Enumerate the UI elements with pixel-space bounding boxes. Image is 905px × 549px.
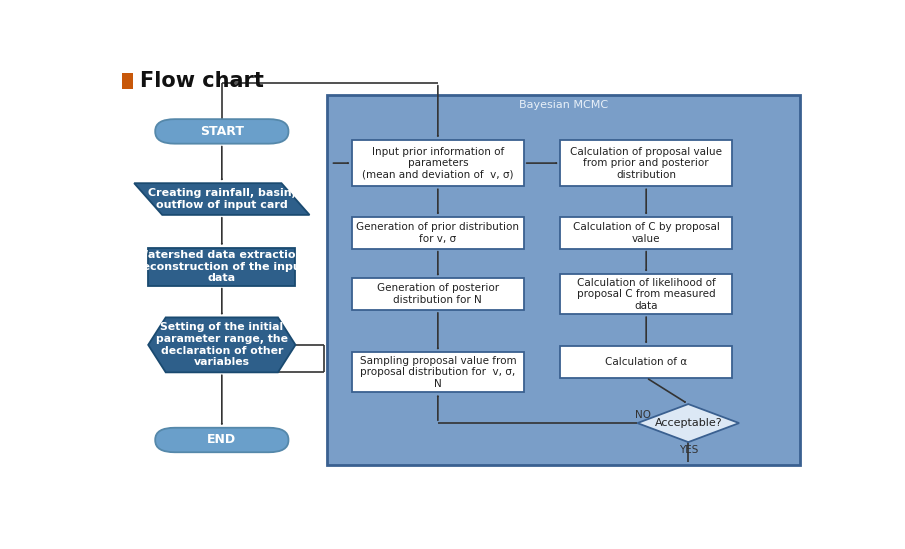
Bar	[352, 352, 524, 393]
Text: Flow chart: Flow chart	[139, 71, 263, 91]
Text: Bayesian MCMC: Bayesian MCMC	[519, 100, 608, 110]
Bar	[352, 140, 524, 186]
Bar	[560, 274, 732, 314]
Text: Setting of the initial
parameter range, the
declaration of other
variables: Setting of the initial parameter range, …	[156, 322, 288, 367]
Text: Sampling proposal value from
proposal distribution for  v, σ,
N: Sampling proposal value from proposal di…	[359, 356, 516, 389]
Bar	[560, 140, 732, 186]
Bar	[352, 278, 524, 310]
Bar	[560, 346, 732, 378]
Text: Watershed data extraction,
reconstruction of the input
data: Watershed data extraction, reconstructio…	[136, 250, 308, 283]
Bar	[327, 96, 800, 466]
Bar	[148, 248, 296, 285]
Text: Generation of prior distribution
for v, σ: Generation of prior distribution for v, …	[357, 222, 519, 244]
Bar	[352, 217, 524, 249]
Text: Creating rainfall, basin,
outflow of input card: Creating rainfall, basin, outflow of inp…	[148, 188, 296, 210]
Text: END: END	[207, 434, 236, 446]
FancyBboxPatch shape	[156, 119, 289, 144]
Text: Calculation of α: Calculation of α	[605, 357, 687, 367]
Text: Acceptable?: Acceptable?	[654, 418, 722, 428]
Polygon shape	[148, 317, 296, 372]
Bar	[560, 217, 732, 249]
Polygon shape	[637, 404, 739, 442]
Text: START: START	[200, 125, 243, 138]
Text: Calculation of likelihood of
proposal C from measured
data: Calculation of likelihood of proposal C …	[576, 278, 716, 311]
Text: Generation of posterior
distribution for N: Generation of posterior distribution for…	[376, 283, 499, 305]
FancyBboxPatch shape	[156, 428, 289, 452]
Bar	[121, 73, 133, 89]
Text: NO: NO	[634, 410, 651, 419]
Text: Input prior information of
parameters
(mean and deviation of  v, σ): Input prior information of parameters (m…	[362, 147, 514, 180]
Polygon shape	[134, 183, 310, 215]
Text: Calculation of proposal value
from prior and posterior
distribution: Calculation of proposal value from prior…	[570, 147, 722, 180]
Text: Calculation of C by proposal
value: Calculation of C by proposal value	[573, 222, 719, 244]
Text: YES: YES	[679, 445, 698, 455]
